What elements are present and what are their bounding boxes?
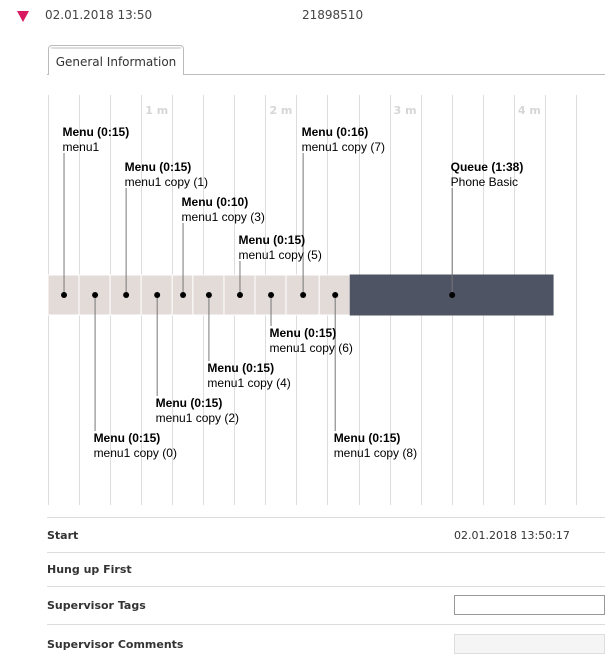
start-value: 02.01.2018 13:50:17 (454, 529, 570, 542)
segment-label: Queue (1:38) Phone Basic (451, 160, 524, 190)
start-row: Start 02.01.2018 13:50:17 (47, 517, 605, 552)
segment-title: Menu (0:16) (301, 125, 369, 139)
hung-up-first-label: Hung up First (47, 563, 132, 576)
segment-dot (123, 292, 130, 298)
segment-title: Menu (0:10) (181, 195, 249, 209)
supervisor-comments-row: Supervisor Comments (47, 624, 605, 668)
call-date: 02.01.2018 13:50 (45, 8, 153, 22)
segment-dot (180, 292, 187, 298)
segment-dot (332, 292, 339, 298)
segment-label: Menu (0:15) menu1 copy (8) (334, 431, 417, 461)
supervisor-tags-input[interactable] (454, 595, 605, 615)
supervisor-tags-label: Supervisor Tags (47, 599, 146, 612)
timeline-scale-label: 4 m (518, 104, 541, 117)
segment-title: Queue (1:38) (450, 160, 524, 174)
segment-label: Menu (0:10) menu1 copy (3) (182, 195, 265, 225)
segment-label: Menu (0:15) menu1 copy (0) (94, 431, 177, 461)
segment-node-name: menu1 copy (1) (124, 175, 208, 189)
segment-node-name: menu1 copy (5) (238, 248, 322, 262)
timeline-scale-label: 1 m (145, 104, 168, 117)
segment-dot (300, 292, 307, 298)
details-table: Start 02.01.2018 13:50:17 Hung up First … (47, 517, 605, 668)
segment-label: Menu (0:15) menu1 copy (1) (125, 160, 208, 190)
segment-node-name: menu1 copy (6) (269, 341, 353, 355)
segment-node-name: menu1 copy (4) (207, 376, 291, 390)
segment-node-name: menu1 copy (2) (155, 411, 240, 425)
supervisor-tags-row: Supervisor Tags (47, 586, 605, 624)
segment-label: Menu (0:15) menu1 copy (4) (207, 361, 290, 391)
segment-dot (449, 292, 456, 298)
timeline-canvas: 1 m 2 m 3 m 4 m (47, 95, 577, 505)
segment-node-name: menu1 copy (0) (93, 446, 177, 460)
segment-node-name: Phone Basic (450, 175, 519, 189)
segment-title: Menu (0:15) (238, 233, 306, 247)
tab-general-information[interactable]: General Information (48, 45, 184, 75)
segment-label: Menu (0:15) menu1 (63, 125, 130, 155)
collapse-triangle-icon[interactable] (17, 11, 29, 22)
segment-dot (236, 292, 243, 298)
timeline-scale-label: 2 m (269, 104, 292, 117)
hung-up-first-row: Hung up First (47, 552, 605, 586)
segment-label: Menu (0:16) menu1 copy (7) (302, 125, 385, 155)
segment-label: Menu (0:15) menu1 copy (6) (270, 326, 353, 356)
segment-title: Menu (0:15) (124, 160, 192, 174)
segment-dot (154, 292, 161, 298)
timeline-scale-label: 3 m (394, 104, 417, 117)
segment-title: Menu (0:15) (207, 361, 275, 375)
call-header-row[interactable]: 02.01.2018 13:50 21898510 (0, 0, 605, 32)
segment-label: Menu (0:15) menu1 copy (5) (238, 233, 321, 263)
segment-title: Menu (0:15) (155, 396, 223, 410)
segment-title: Menu (0:15) (62, 125, 130, 139)
segment-node-name: menu1 copy (3) (181, 210, 265, 224)
segment-node-name: menu1 copy (8) (333, 446, 418, 460)
tab-bar-line (47, 74, 605, 75)
segment-dot (61, 292, 68, 298)
segment-title: Menu (0:15) (333, 431, 401, 445)
segment-title: Menu (0:15) (93, 431, 161, 445)
segment-dot (268, 292, 275, 298)
supervisor-comments-label: Supervisor Comments (47, 638, 184, 651)
segment-dot (92, 292, 99, 298)
start-label: Start (47, 529, 79, 542)
segment-node-name: menu1 copy (7) (301, 140, 385, 154)
segment-title: Menu (0:15) (269, 326, 337, 340)
segment-label: Menu (0:15) menu1 copy (2) (156, 396, 239, 426)
call-id: 21898510 (302, 8, 364, 22)
segment-node-name: menu1 (62, 140, 100, 154)
supervisor-comments-field (454, 634, 605, 654)
segment-dot (205, 292, 212, 298)
